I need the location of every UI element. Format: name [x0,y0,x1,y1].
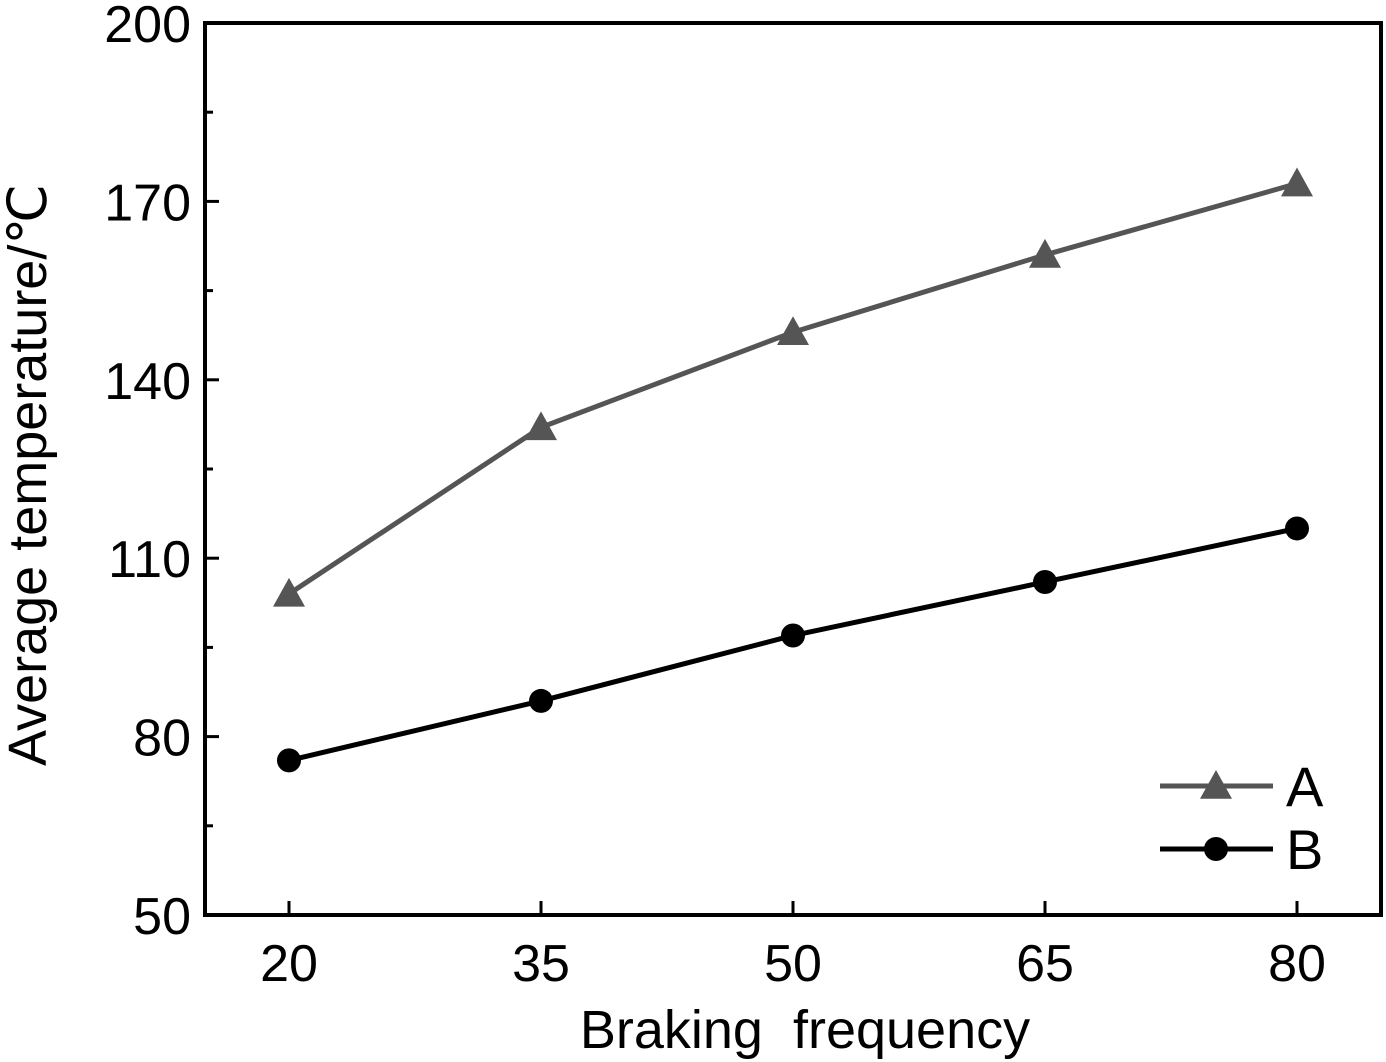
y-tick-label: 50 [133,888,191,946]
series-b-point [277,748,301,773]
series-a-point [777,316,809,346]
x-tick-label: 35 [512,935,570,993]
series-a-point [1029,238,1061,268]
y-tick-label: 170 [104,174,191,232]
series-a [273,167,1313,607]
y-axis-ticks: 50 80 110 140 170 200 [104,0,219,946]
series-b-point [529,688,553,713]
series-a-point [525,411,557,441]
legend-marker-a [1200,770,1232,799]
y-axis-label: Average temperature/℃ [0,184,58,766]
x-axis-ticks: 20 35 50 65 80 [260,901,1326,993]
series-layer [273,167,1313,773]
legend: AB [1160,755,1324,881]
legend-label-a: A [1286,755,1324,818]
y-tick-label: 140 [104,353,191,411]
legend-item-b: B [1160,818,1323,881]
series-b [277,516,1309,773]
x-tick-label: 50 [764,935,822,993]
x-axis-label: Braking frequency [580,1000,1030,1060]
legend-label-b: B [1286,818,1323,881]
series-b-point [1285,516,1309,541]
y-tick-label: 80 [133,710,191,768]
y-tick-label: 200 [104,0,191,54]
legend-marker-b [1204,837,1228,861]
x-tick-label: 80 [1268,935,1326,993]
legend-item-a: A [1160,755,1324,818]
series-b-point [1033,569,1057,594]
series-a-point [1281,167,1313,197]
series-b-point [781,623,805,648]
plot-frame [203,21,1383,917]
series-a-line [287,181,1298,596]
x-tick-label: 65 [1016,935,1074,993]
y-tick-label: 110 [108,531,191,589]
plot-area [203,21,1383,917]
x-tick-label: 20 [260,935,318,993]
series-a-point [273,577,305,607]
